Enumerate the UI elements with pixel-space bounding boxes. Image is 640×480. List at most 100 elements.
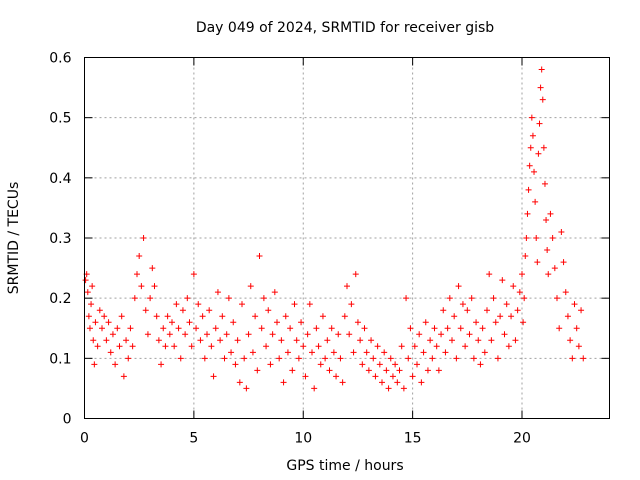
y-tick-label: 0.5 bbox=[49, 111, 71, 127]
data-point bbox=[223, 331, 230, 338]
data-point bbox=[442, 349, 449, 356]
data-point bbox=[431, 325, 438, 332]
data-point bbox=[118, 313, 125, 320]
x-tick-label: 0 bbox=[80, 431, 89, 447]
y-tick-label: 0.4 bbox=[49, 171, 71, 187]
data-point bbox=[326, 367, 333, 374]
data-point bbox=[524, 210, 531, 217]
data-point bbox=[302, 373, 309, 380]
data-point bbox=[186, 319, 193, 326]
data-point bbox=[405, 355, 412, 362]
data-point bbox=[508, 313, 515, 320]
data-point bbox=[195, 301, 202, 308]
data-point bbox=[407, 325, 414, 332]
data-point bbox=[123, 337, 130, 344]
data-point bbox=[324, 337, 331, 344]
data-point bbox=[537, 84, 544, 91]
data-point bbox=[497, 313, 504, 320]
data-point bbox=[169, 319, 175, 326]
data-point bbox=[107, 349, 114, 356]
data-point bbox=[155, 337, 162, 344]
data-point bbox=[580, 355, 587, 362]
data-point bbox=[383, 367, 390, 374]
grid bbox=[84, 57, 610, 419]
data-point bbox=[84, 289, 91, 296]
data-point bbox=[175, 325, 182, 332]
data-point bbox=[578, 307, 585, 314]
data-point bbox=[197, 337, 204, 344]
data-point bbox=[363, 349, 370, 356]
data-point bbox=[322, 355, 329, 362]
data-point bbox=[341, 313, 348, 320]
y-tick-label: 0.3 bbox=[49, 231, 71, 247]
data-point bbox=[289, 367, 296, 374]
data-point bbox=[177, 355, 184, 362]
data-point bbox=[112, 361, 119, 368]
data-point bbox=[470, 355, 477, 362]
data-point bbox=[486, 271, 493, 278]
data-point bbox=[416, 331, 423, 338]
data-point bbox=[241, 355, 248, 362]
data-point bbox=[473, 319, 480, 326]
x-tick-label: 20 bbox=[513, 431, 531, 447]
data-point bbox=[89, 283, 96, 290]
data-point bbox=[494, 355, 501, 362]
data-point bbox=[523, 235, 530, 241]
data-point bbox=[516, 289, 523, 296]
data-point bbox=[381, 349, 388, 356]
data-point bbox=[92, 319, 99, 326]
data-point bbox=[529, 132, 536, 139]
data-point bbox=[239, 301, 245, 308]
data-point bbox=[348, 301, 355, 308]
data-point bbox=[571, 301, 578, 308]
data-point bbox=[385, 385, 392, 392]
data-point bbox=[361, 325, 368, 332]
data-point bbox=[567, 337, 574, 344]
data-point bbox=[208, 343, 215, 350]
data-point bbox=[539, 96, 546, 103]
data-point bbox=[531, 168, 538, 175]
data-point bbox=[284, 349, 291, 356]
data-point bbox=[444, 325, 451, 332]
data-point bbox=[359, 361, 366, 368]
data-point bbox=[298, 319, 305, 326]
data-point bbox=[453, 355, 460, 362]
data-point bbox=[232, 361, 239, 368]
data-point bbox=[162, 343, 169, 350]
data-point bbox=[409, 373, 416, 380]
data-point bbox=[433, 343, 440, 350]
data-point bbox=[88, 301, 95, 308]
data-point bbox=[252, 313, 259, 320]
data-point bbox=[468, 295, 475, 302]
data-point bbox=[214, 289, 221, 296]
data-point bbox=[520, 319, 527, 326]
data-point bbox=[219, 313, 226, 320]
data-point bbox=[142, 307, 149, 314]
data-point bbox=[556, 325, 563, 332]
data-point bbox=[475, 337, 482, 344]
data-point bbox=[532, 198, 539, 205]
data-point bbox=[82, 277, 89, 284]
data-point bbox=[129, 343, 136, 350]
data-point bbox=[492, 319, 499, 326]
data-point bbox=[457, 325, 464, 332]
y-axis-label: SRMTID / TECUs bbox=[6, 182, 22, 295]
data-point bbox=[136, 253, 143, 260]
data-point bbox=[96, 307, 103, 314]
data-point bbox=[188, 343, 195, 350]
data-point bbox=[525, 186, 532, 193]
data-point bbox=[440, 307, 447, 314]
data-point bbox=[243, 385, 250, 392]
data-point bbox=[138, 283, 145, 290]
data-point bbox=[182, 331, 189, 338]
data-point bbox=[459, 301, 466, 308]
data-point bbox=[190, 271, 197, 278]
data-point bbox=[131, 295, 138, 302]
data-point bbox=[317, 361, 324, 368]
data-point bbox=[309, 349, 315, 356]
data-point bbox=[85, 313, 92, 320]
data-point bbox=[545, 271, 552, 278]
data-point bbox=[276, 355, 283, 362]
data-point bbox=[304, 331, 311, 338]
data-point bbox=[488, 337, 495, 344]
